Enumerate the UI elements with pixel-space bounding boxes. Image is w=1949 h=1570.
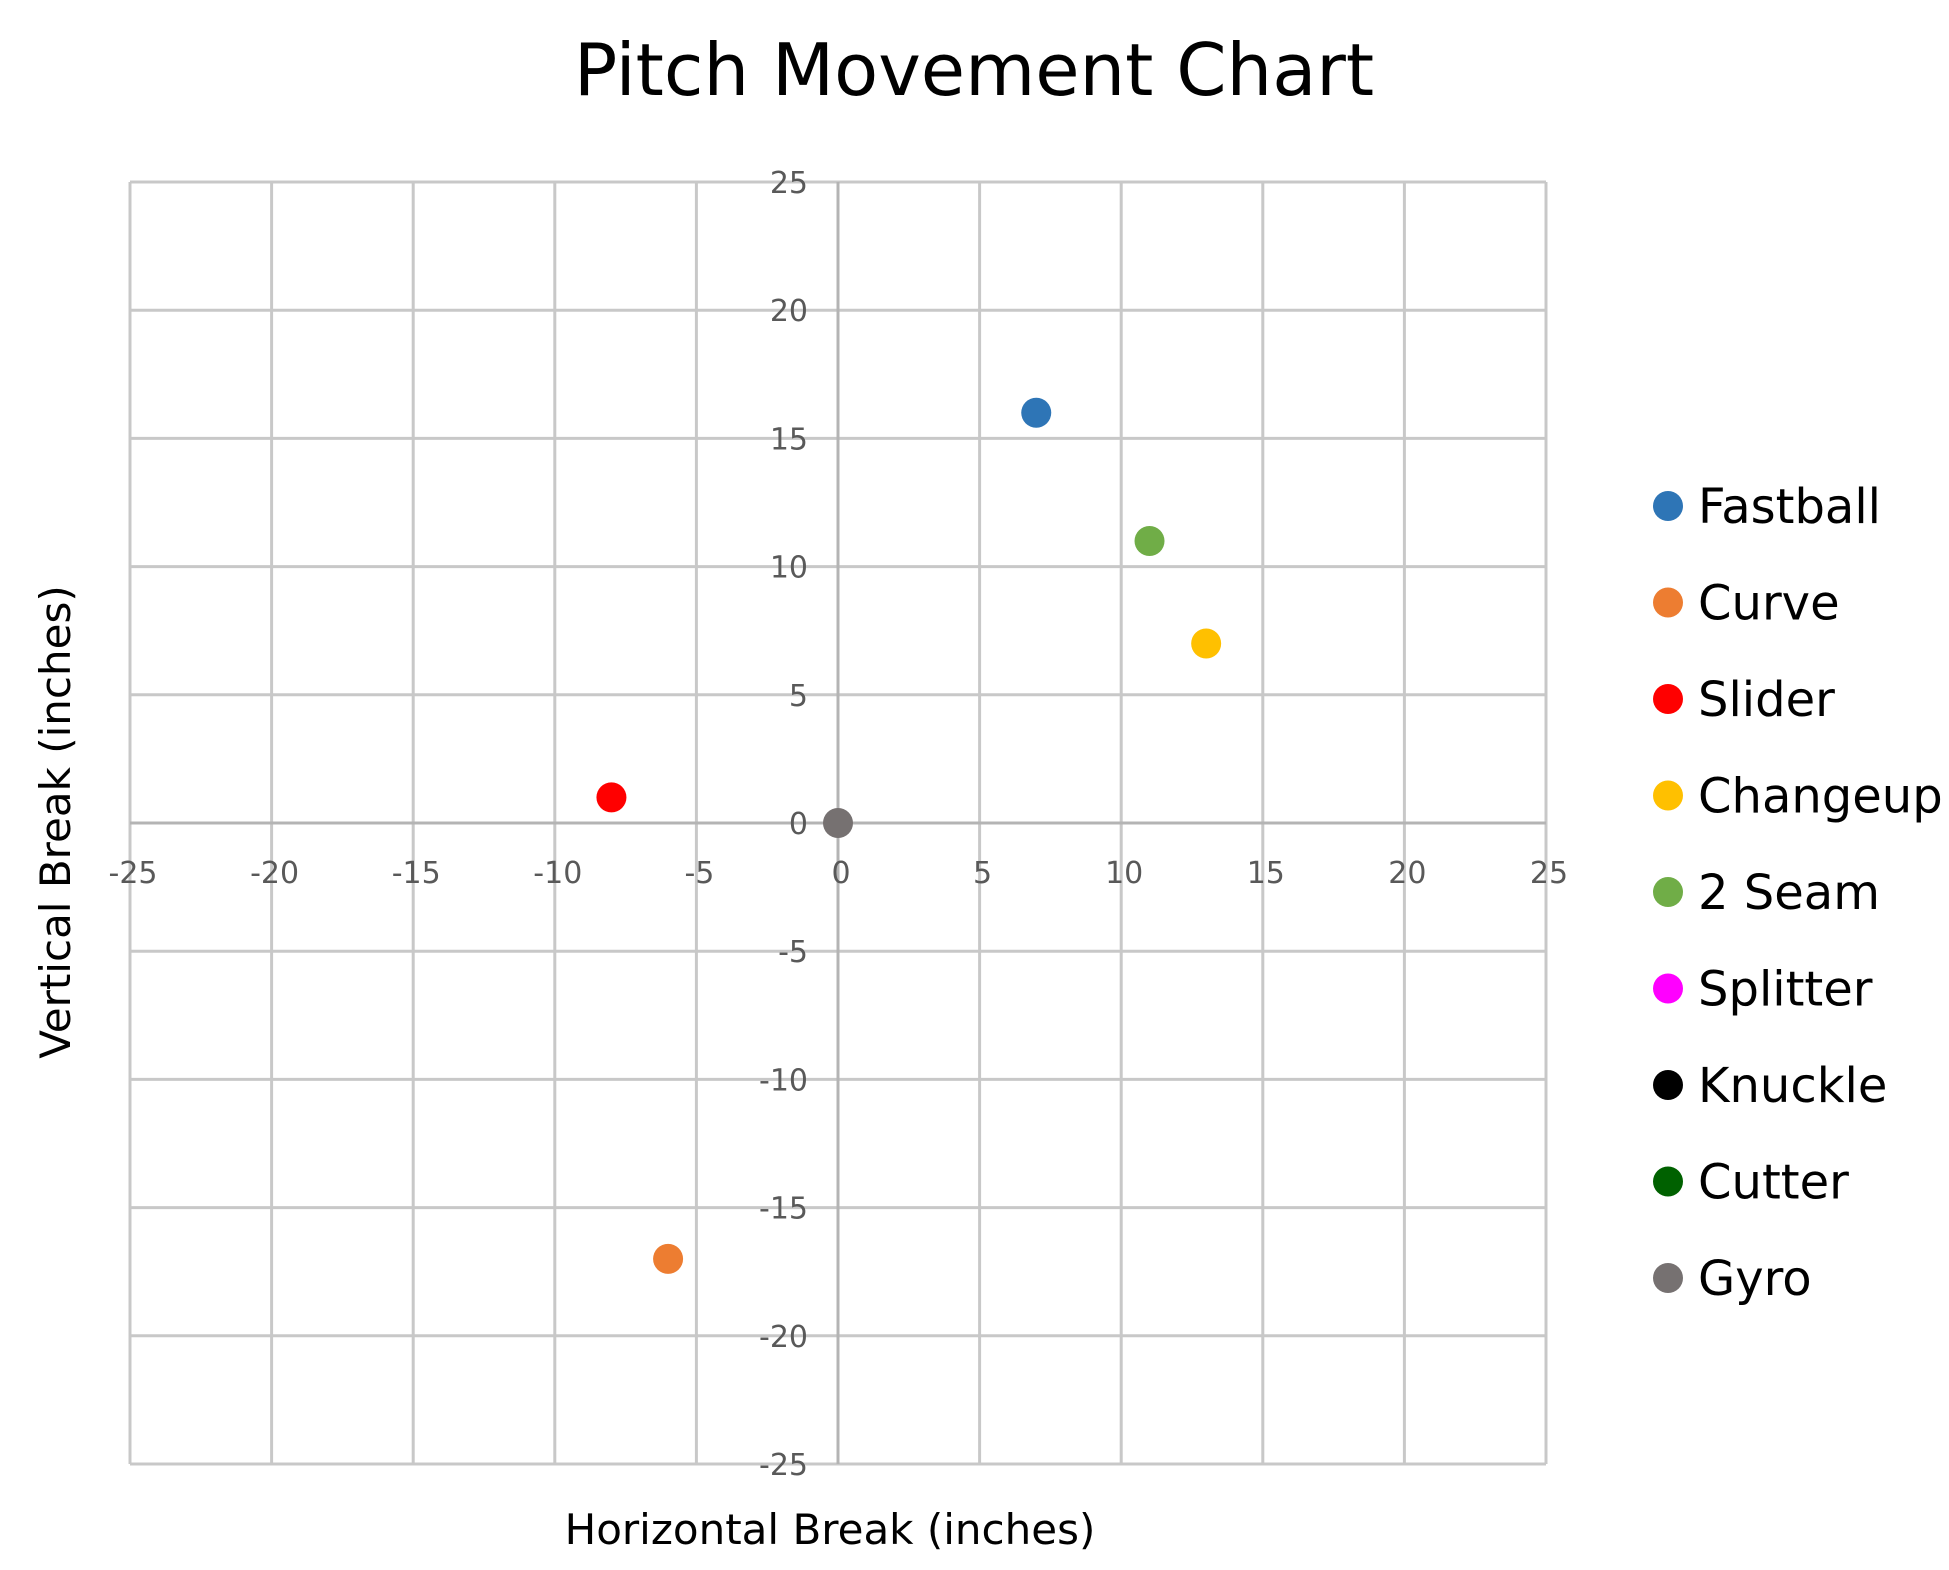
legend-marker — [1653, 877, 1683, 907]
data-points — [596, 397, 1222, 1274]
x-tick-label: 25 — [1530, 856, 1568, 891]
y-tick-label: 20 — [770, 294, 808, 329]
y-tick-label: -10 — [759, 1063, 808, 1098]
x-tick-label: -25 — [109, 856, 158, 891]
legend-marker — [1653, 684, 1683, 714]
y-tick-label: -25 — [759, 1448, 808, 1483]
x-tick-label: -5 — [684, 856, 714, 891]
x-tick-label: 20 — [1388, 856, 1426, 891]
x-tick-label: -20 — [250, 856, 299, 891]
legend-label: Fastball — [1698, 479, 1881, 535]
y-tick-label: 10 — [770, 551, 808, 586]
x-tick-label: 5 — [973, 856, 992, 891]
y-tick-label: -5 — [778, 935, 808, 970]
y-tick-label: 5 — [789, 679, 808, 714]
legend: Fastball Curve Slider Changeup 2 Seam Splitte… — [1653, 479, 1943, 1307]
legend-marker — [1653, 587, 1683, 618]
x-tick-label: 10 — [1105, 856, 1143, 891]
legend-label: Cutter — [1698, 1155, 1849, 1211]
legend-marker — [1653, 973, 1683, 1004]
legend-marker — [1653, 491, 1683, 521]
y-tick-label: 15 — [770, 422, 808, 457]
data-point-2-seam — [1134, 525, 1165, 556]
y-axis-ticks: -25 -20 -15 -10 -5 0 5 10 15 20 25 — [759, 166, 808, 1483]
legend-label: Changeup — [1698, 769, 1943, 825]
x-axis-ticks: -25 -20 -15 -10 -5 0 5 10 15 20 25 — [109, 856, 1569, 891]
legend-label: Slider — [1698, 672, 1835, 728]
legend-label: Splitter — [1698, 962, 1873, 1018]
x-tick-label: -15 — [392, 856, 441, 891]
x-axis-label: Horizontal Break (inches) — [565, 1505, 1096, 1554]
y-axis-label: Vertical Break (inches) — [31, 585, 80, 1058]
legend-label: Curve — [1698, 576, 1840, 632]
legend-marker — [1653, 1263, 1683, 1293]
legend-label: Knuckle — [1698, 1058, 1887, 1114]
data-point-changeup — [1191, 628, 1222, 659]
x-tick-label: 15 — [1247, 856, 1285, 891]
legend-label: 2 Seam — [1698, 865, 1880, 921]
legend-marker — [1653, 1070, 1683, 1100]
y-tick-label: -20 — [759, 1320, 808, 1355]
data-point-gyro — [823, 808, 853, 838]
y-tick-label: -15 — [759, 1192, 808, 1227]
x-tick-label: -10 — [533, 856, 582, 891]
data-point-curve — [653, 1243, 684, 1274]
y-tick-label: 0 — [789, 807, 808, 842]
data-point-slider — [596, 782, 627, 813]
data-point-fastball — [1021, 397, 1052, 428]
chart-title: Pitch Movement Chart — [574, 28, 1374, 112]
x-tick-label: 0 — [831, 856, 850, 891]
legend-marker — [1653, 780, 1683, 811]
y-tick-label: 25 — [770, 166, 808, 201]
legend-label: Gyro — [1698, 1251, 1812, 1307]
legend-marker — [1653, 1166, 1683, 1197]
